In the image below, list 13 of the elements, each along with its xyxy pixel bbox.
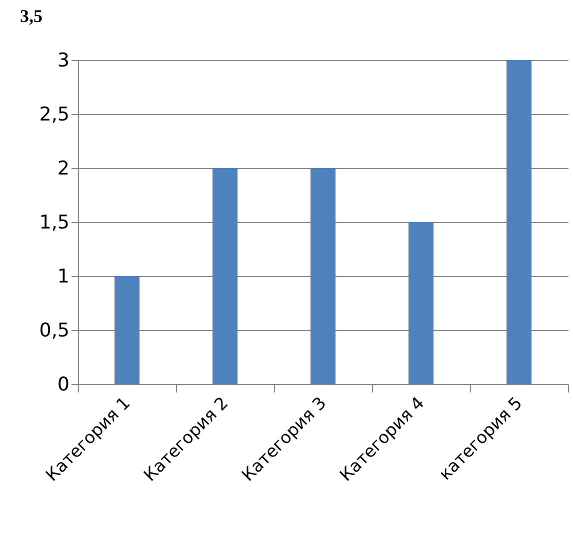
bar: [114, 276, 140, 384]
y-tick-label: 3: [57, 50, 70, 72]
y-tick-label: 2: [57, 158, 70, 180]
bar: [408, 222, 434, 384]
y-tick-label: 0: [57, 374, 70, 396]
y-tick-label: 1: [57, 266, 70, 288]
bar: [310, 168, 336, 384]
bar: [212, 168, 238, 384]
y-tick-label: 1,5: [39, 212, 70, 234]
y-tick-label: 2,5: [39, 104, 70, 126]
bar: [506, 60, 532, 384]
chart-title: 3,5: [20, 6, 42, 26]
y-tick-label: 0,5: [39, 320, 70, 342]
